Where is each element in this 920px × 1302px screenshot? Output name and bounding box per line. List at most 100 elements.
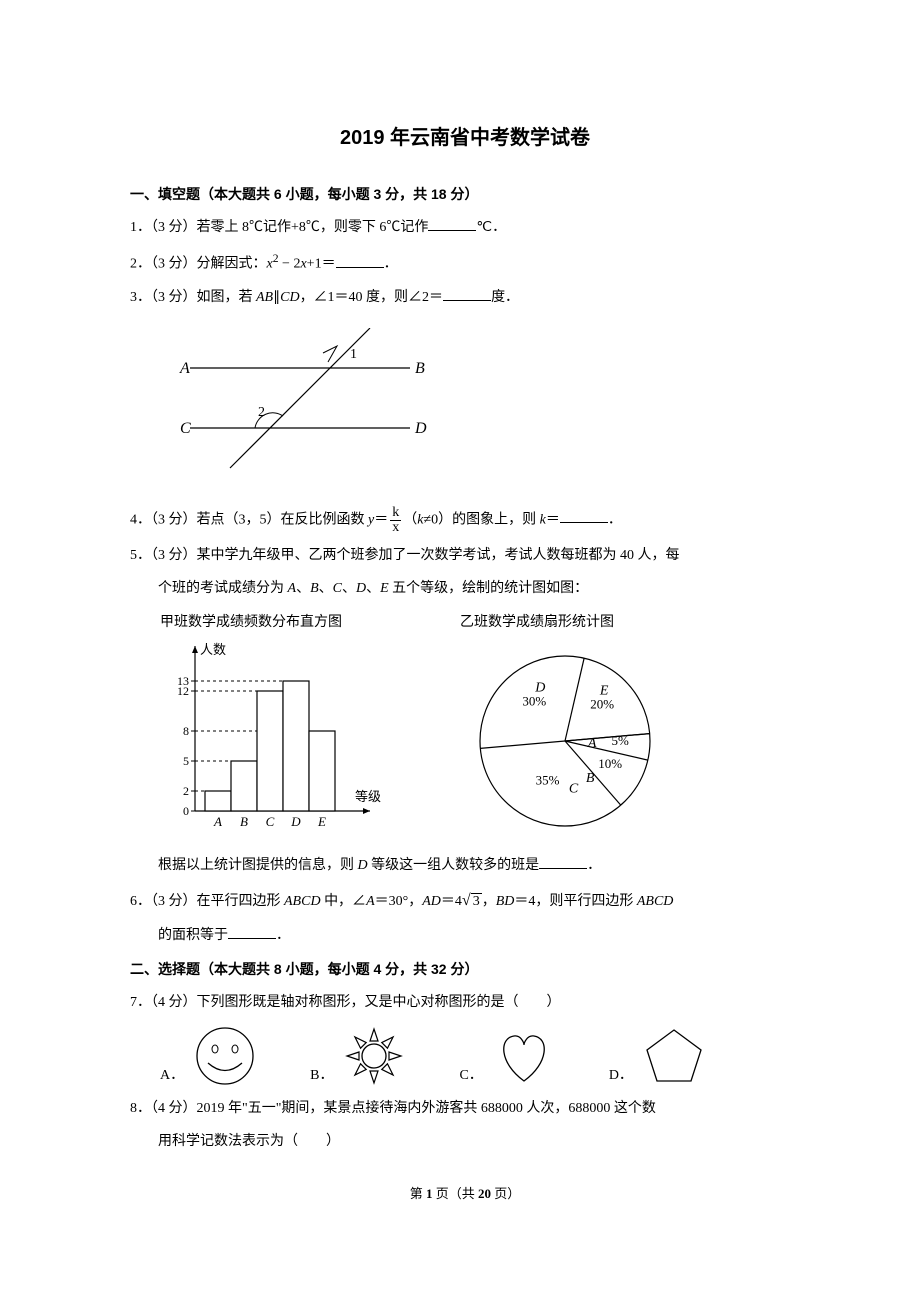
svg-text:A: A	[213, 814, 222, 829]
q3-blank	[443, 286, 491, 301]
q6-sqrt: 3	[462, 887, 482, 916]
q5-a: A	[288, 581, 297, 596]
q5-sep3: 、	[342, 581, 356, 596]
q6-blank	[228, 924, 276, 939]
q2-suffix: ．	[384, 257, 398, 272]
q2-blank	[336, 253, 384, 268]
question-5-line2: 个班的考试成绩分为 A、B、C、D、E 五个等级，绘制的统计图如图：	[158, 576, 800, 601]
q4-frac-num: k	[390, 506, 401, 521]
label-A: A	[179, 360, 190, 377]
svg-text:E: E	[599, 684, 609, 699]
svg-text:B: B	[240, 814, 248, 829]
footer-prefix: 第	[410, 1186, 426, 1201]
svg-text:8: 8	[183, 724, 189, 738]
q5-sep1: 、	[296, 581, 310, 596]
sun-icon	[339, 1023, 409, 1088]
svg-text:5: 5	[183, 754, 189, 768]
q6-abcd2: ABCD	[637, 894, 674, 909]
histogram-title: 甲班数学成绩频数分布直方图	[160, 609, 420, 634]
q7-option-d: D．	[609, 1023, 709, 1088]
question-5: 5．（3 分）某中学九年级甲、乙两个班参加了一次数学考试，考试人数每班都为 40…	[130, 543, 800, 568]
q6-BD: BD	[496, 894, 515, 909]
q2-mid: − 2	[279, 257, 301, 272]
q7-opt-d-label: D．	[609, 1063, 633, 1088]
footer-mid: 页（共	[432, 1186, 478, 1201]
label-B: B	[415, 360, 425, 377]
q4-fraction: kx	[390, 506, 401, 535]
q4-neq: ≠0）的图象上，则	[423, 512, 539, 527]
section2-header: 二、选择题（本大题共 8 小题，每小题 4 分，共 32 分）	[130, 957, 800, 982]
q6-mid1: 中，∠	[321, 894, 367, 909]
smiley-icon	[190, 1023, 260, 1088]
svg-text:13: 13	[177, 674, 189, 688]
q4-eq: ＝	[374, 512, 388, 527]
svg-text:D: D	[290, 814, 301, 829]
q5-line3-end: ．	[587, 858, 601, 873]
parallel-lines-diagram: A B C D 1 2	[160, 328, 440, 478]
q1-blank	[428, 216, 476, 231]
q4-prefix: 4．（3 分）若点（3，5）在反比例函数	[130, 512, 368, 527]
q7-option-a: A．	[160, 1023, 260, 1088]
q3-cd: CD	[280, 290, 299, 305]
question-6-line2: 的面积等于．	[158, 923, 800, 948]
label-angle2: 2	[258, 405, 265, 420]
svg-text:C: C	[569, 782, 579, 797]
q5-d: D	[356, 581, 366, 596]
svg-text:10%: 10%	[598, 756, 622, 771]
q7-opt-b-label: B．	[310, 1063, 333, 1088]
svg-text:B: B	[586, 771, 595, 786]
q7-opt-c-label: C．	[459, 1063, 482, 1088]
q5-e: E	[380, 581, 389, 596]
question-7: 7．（4 分）下列图形既是轴对称图形，又是中心对称图形的是（ ）	[130, 990, 800, 1015]
q6-eq-bd: ＝4，则平行四边形	[514, 894, 637, 909]
q6-comma: ，	[482, 894, 496, 909]
hist-xlabel: 等级	[355, 789, 381, 804]
q5-line1: 5．（3 分）某中学九年级甲、乙两个班参加了一次数学考试，考试人数每班都为 40…	[130, 548, 680, 563]
question-1: 1．（3 分）若零上 8℃记作+8℃，则零下 6℃记作 ℃．	[130, 215, 800, 240]
pie-chart: 5%A10%B35%C30%D20%E	[450, 636, 680, 836]
q1-text: 1．（3 分）若零上 8℃记作+8℃，则零下 6℃记作	[130, 220, 428, 235]
page-title: 2019 年云南省中考数学试卷	[130, 120, 800, 156]
q6-line2-suffix: ．	[276, 928, 290, 943]
pentagon-icon	[639, 1023, 709, 1088]
question-8: 8．（4 分）2019 年"五一"期间，某景点接待海内外游客共 688000 人…	[130, 1096, 800, 1121]
q7-opt-a-label: A．	[160, 1063, 184, 1088]
charts-row: 甲班数学成绩频数分布直方图 人数 等级 02581213 ABCDE 乙班数学成…	[160, 609, 800, 845]
footer-total: 20	[478, 1186, 491, 1201]
q5-c: C	[333, 581, 342, 596]
q5-blank	[539, 854, 587, 869]
question-4: 4．（3 分）若点（3，5）在反比例函数 y＝kx（k≠0）的图象上，则 k＝．	[130, 506, 800, 535]
svg-text:D: D	[534, 681, 545, 696]
q4-paren-l: （	[403, 512, 417, 527]
page-footer: 第 1 页（共 20 页）	[130, 1182, 800, 1205]
pie-title: 乙班数学成绩扇形统计图	[460, 609, 680, 634]
question-8-line2: 用科学记数法表示为（ ）	[158, 1129, 800, 1154]
question-2: 2．（3 分）分解因式：x2 − 2x+1＝．	[130, 248, 800, 277]
q4-frac-den: x	[390, 521, 401, 535]
histogram-block: 甲班数学成绩频数分布直方图 人数 等级 02581213 ABCDE	[160, 609, 420, 845]
q5-sep4: 、	[366, 581, 380, 596]
q4-eq2: ＝	[546, 512, 560, 527]
q5-b: B	[310, 581, 319, 596]
svg-text:20%: 20%	[590, 697, 614, 712]
q6-A: A	[366, 894, 375, 909]
q5-line2: 个班的考试成绩分为	[158, 581, 288, 596]
q5-sep2: 、	[319, 581, 333, 596]
hist-ylabel: 人数	[200, 642, 226, 657]
q4-blank	[560, 508, 608, 523]
q3-suffix: 度．	[491, 290, 519, 305]
q6-abcd: ABCD	[284, 894, 321, 909]
svg-text:E: E	[317, 814, 326, 829]
q5-line3-d: D	[358, 858, 368, 873]
svg-text:2: 2	[183, 784, 189, 798]
q7-option-b: B．	[310, 1023, 409, 1088]
q7-option-c: C．	[459, 1023, 558, 1088]
q1-suffix: ℃．	[476, 220, 506, 235]
q5-line3-prefix: 根据以上统计图提供的信息，则	[158, 858, 358, 873]
q5-line2-end: 五个等级，绘制的统计图如图：	[389, 581, 589, 596]
q6-sqrt-3: 3	[471, 893, 482, 909]
label-D: D	[414, 420, 427, 437]
q2-after: +1＝	[307, 257, 336, 272]
svg-text:5%: 5%	[611, 733, 629, 748]
svg-text:C: C	[266, 814, 275, 829]
